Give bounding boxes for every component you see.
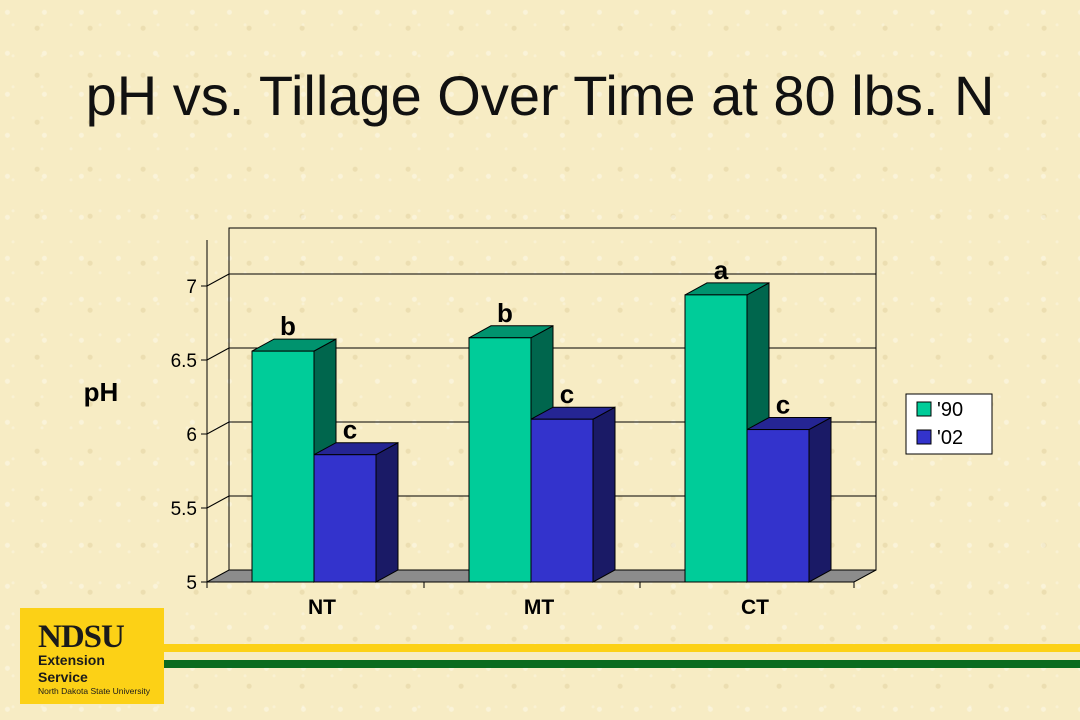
- green-stripe: [164, 660, 1080, 668]
- significance-letter: c: [560, 379, 574, 409]
- bar-side: [375, 441, 399, 583]
- significance-letter: b: [280, 311, 296, 341]
- legend-swatch: [916, 429, 932, 445]
- bar: [684, 294, 748, 583]
- y-tick-label: 7: [186, 277, 197, 298]
- x-category-label: CT: [741, 596, 769, 619]
- logo-main-text: NDSU: [38, 619, 125, 655]
- bar: [530, 418, 594, 583]
- y-tick-label: 6.5: [171, 351, 197, 372]
- significance-letter: b: [497, 298, 513, 328]
- gridline-side: [206, 347, 230, 361]
- y-tick-label: 5.5: [171, 499, 197, 520]
- gridline-side: [206, 273, 230, 287]
- bar: [746, 429, 810, 583]
- legend-swatch: [916, 401, 932, 417]
- legend-label: '90: [937, 399, 963, 421]
- gridline-side: [206, 421, 230, 435]
- yellow-stripe: [164, 644, 1080, 652]
- ndsu-logo: NDSU Extension Service North Dakota Stat…: [20, 608, 164, 704]
- bar: [313, 454, 377, 583]
- logo-subtitle: Extension Service: [38, 652, 105, 685]
- chart-title: pH vs. Tillage Over Time at 80 lbs. N: [85, 64, 995, 127]
- x-category-label: NT: [308, 596, 336, 619]
- logo-university: North Dakota State University: [38, 686, 150, 696]
- bar: [468, 337, 532, 583]
- legend-label: '02: [937, 427, 963, 449]
- bar-side: [808, 416, 832, 583]
- y-tick-label: 6: [186, 425, 197, 446]
- gridline-side: [206, 495, 230, 509]
- bar: [251, 350, 315, 583]
- x-category-label: MT: [524, 596, 554, 619]
- y-tick-label: 5: [186, 573, 197, 594]
- significance-letter: a: [714, 255, 729, 285]
- significance-letter: c: [343, 415, 357, 445]
- significance-letter: c: [776, 390, 790, 420]
- y-axis-label: pH: [84, 377, 119, 407]
- bar-side: [592, 406, 616, 583]
